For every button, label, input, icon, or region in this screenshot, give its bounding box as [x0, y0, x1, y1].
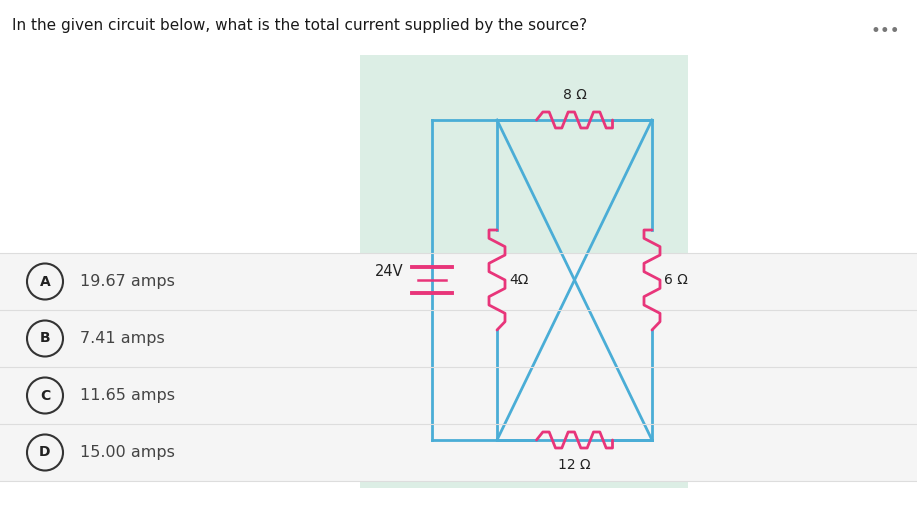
Text: C: C	[39, 389, 50, 403]
Text: •••: •••	[870, 22, 900, 40]
Text: D: D	[39, 446, 50, 460]
Text: 24V: 24V	[375, 265, 404, 279]
Bar	[0, 253, 917, 310]
Text: 8 Ω: 8 Ω	[562, 88, 587, 102]
Text: 12 Ω: 12 Ω	[558, 458, 591, 472]
Text: 19.67 amps: 19.67 amps	[80, 274, 175, 289]
Text: 4Ω: 4Ω	[509, 273, 528, 287]
Text: A: A	[39, 275, 50, 289]
Text: 11.65 amps: 11.65 amps	[80, 388, 175, 403]
Text: B: B	[39, 332, 50, 346]
Bar	[0, 367, 917, 424]
Text: 15.00 amps: 15.00 amps	[80, 445, 175, 460]
Text: In the given circuit below, what is the total current supplied by the source?: In the given circuit below, what is the …	[12, 18, 587, 33]
Bar	[360, 55, 688, 488]
Text: 7.41 amps: 7.41 amps	[80, 331, 165, 346]
Text: 6 Ω: 6 Ω	[664, 273, 688, 287]
Bar	[0, 424, 917, 481]
Bar	[0, 310, 917, 367]
